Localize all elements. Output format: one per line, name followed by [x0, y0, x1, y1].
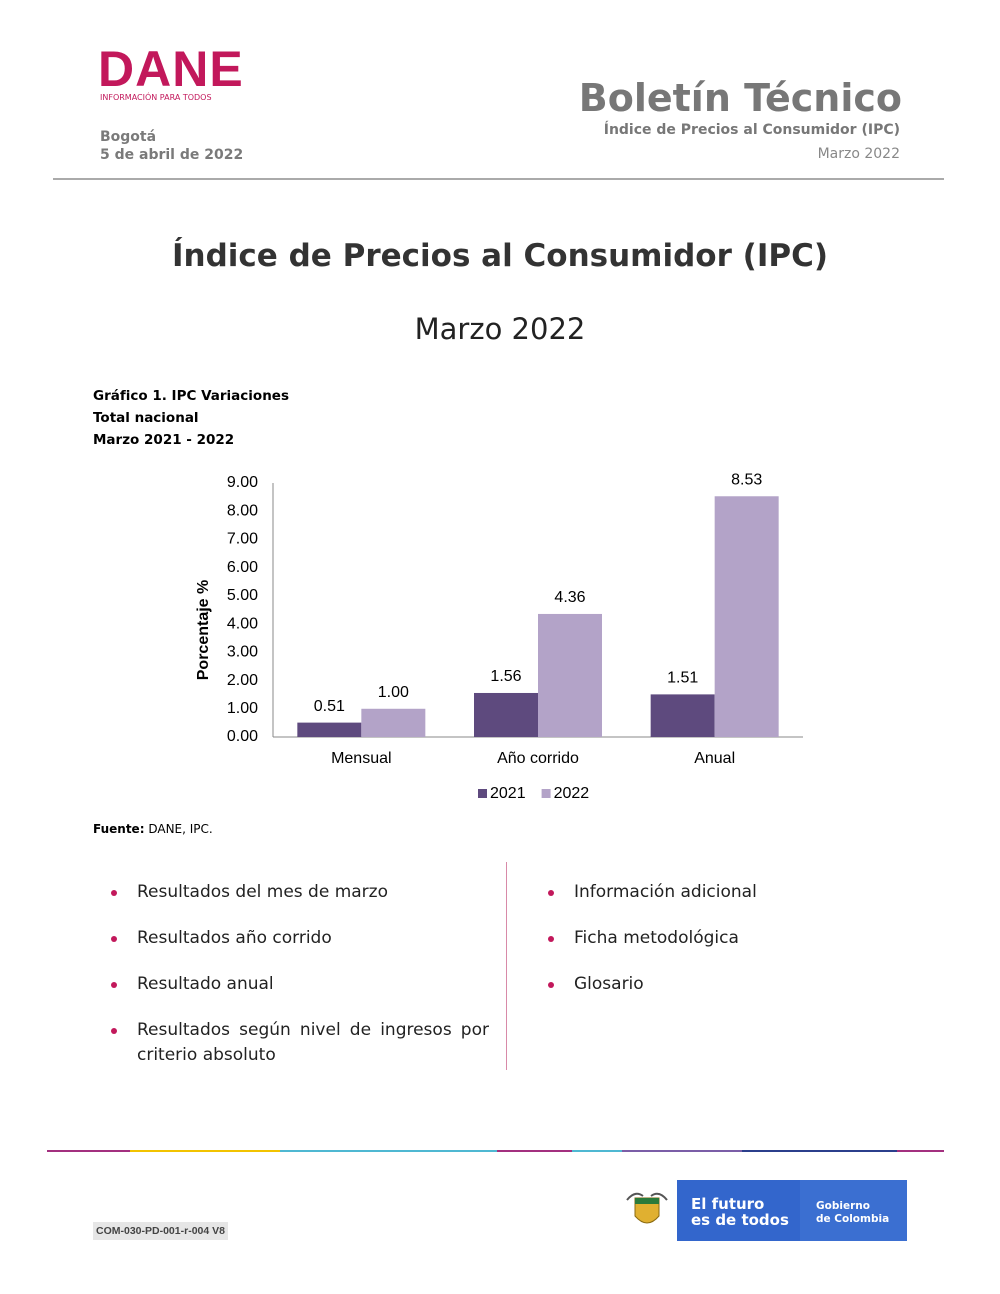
footer-line: [47, 1150, 130, 1152]
source: Fuente: DANE, IPC.: [93, 822, 213, 836]
divider: [506, 862, 507, 1070]
footer-line: [897, 1150, 944, 1152]
bar: [361, 708, 426, 737]
date: 5 de abril de 2022: [100, 147, 244, 163]
document-code: COM-030-PD-001-r-004 V8: [93, 1222, 228, 1240]
y-tick-label: 4.00: [227, 615, 258, 632]
brand-slogan: El futuro es de todos: [677, 1180, 800, 1241]
value-label: 8.53: [731, 471, 762, 488]
bar: [474, 692, 538, 737]
brand-line: El futuro: [691, 1195, 765, 1213]
bar: [650, 694, 715, 737]
y-tick-label: 5.00: [227, 587, 258, 604]
y-tick-label: 0.00: [227, 728, 258, 745]
footer-line: [497, 1150, 572, 1152]
bulletin-period: Marzo 2022: [817, 146, 900, 162]
y-tick-label: 8.00: [227, 502, 258, 519]
legend-swatch: [478, 789, 487, 798]
city-date: Bogotá 5 de abril de 2022: [100, 128, 243, 164]
x-tick-label: Año corrido: [497, 750, 579, 767]
chart-subtitle: Marzo 2021 - 2022: [93, 432, 235, 448]
content-item: Resultados del mes de marzo: [111, 880, 489, 905]
brand-line: es de todos: [691, 1211, 789, 1229]
value-label: 1.00: [378, 684, 409, 701]
value-label: 4.36: [554, 589, 585, 606]
footer-line: [280, 1150, 497, 1152]
x-tick-label: Mensual: [331, 750, 391, 767]
government-brand: El futuro es de todos Gobierno de Colomb…: [617, 1180, 907, 1241]
logo-tagline: INFORMACIÓN PARA TODOS: [100, 93, 212, 102]
header-rule: [53, 178, 944, 180]
contents-left: Resultados del mes de marzo Resultados añ…: [111, 880, 489, 1089]
bar: [538, 613, 602, 737]
content-item: Resultado anual: [111, 972, 489, 997]
source-text: DANE, IPC.: [148, 822, 213, 836]
government: Gobierno de Colombia: [800, 1180, 907, 1241]
legend-swatch: [541, 789, 551, 798]
shield-area: [617, 1180, 677, 1241]
value-label: 1.56: [490, 668, 521, 685]
bulletin-subtitle: Índice de Precios al Consumidor (IPC): [603, 122, 900, 138]
bar: [297, 722, 362, 737]
chart: 0.00 1.00 2.00 3.00 4.00 5.00 6.00 7.00 8.00 9.00…: [195, 471, 803, 802]
bulletin-title: Boletín Técnico: [578, 76, 902, 120]
content-item: Resultados año corrido: [111, 926, 489, 951]
x-tick-label: Anual: [694, 750, 735, 767]
content-item: Información adicional: [548, 880, 904, 905]
chart-title: Gráfico 1. IPC Variaciones: [93, 388, 289, 404]
value-label: 1.51: [667, 670, 698, 687]
bar: [714, 496, 779, 737]
main-title: Índice de Precios al Consumidor (IPC): [171, 238, 828, 274]
y-axis-label: Porcentaje %: [195, 580, 212, 680]
main-subtitle: Marzo 2022: [414, 312, 586, 346]
shield: [626, 1192, 668, 1224]
y-tick-label: 3.00: [227, 644, 258, 661]
y-tick-label: 9.00: [227, 474, 258, 491]
contents-right: Información adicional Ficha metodológica G…: [548, 880, 904, 1018]
city: Bogotá: [100, 129, 157, 145]
content-item: Ficha metodológica: [548, 926, 904, 951]
legend-label: 2021: [490, 785, 526, 802]
y-tick-label: 7.00: [227, 531, 258, 548]
y-tick-label: 1.00: [227, 700, 258, 717]
government-line: Gobierno: [816, 1200, 870, 1212]
footer-line: [572, 1150, 622, 1152]
value-label: 0.51: [314, 698, 345, 715]
y-tick-label: 6.00: [227, 559, 258, 576]
chart-subtitle: Total nacional: [93, 410, 199, 426]
footer-line: [622, 1150, 742, 1152]
y-tick-label: 2.00: [227, 672, 258, 689]
content-item: Resultados según nivel de ingresos por c…: [111, 1018, 489, 1068]
government-line: de Colombia: [816, 1213, 890, 1225]
source-label: Fuente:: [93, 822, 145, 836]
footer-line: [742, 1150, 897, 1152]
footer-line: [130, 1150, 280, 1152]
logo: DANE: [98, 41, 244, 97]
legend-label: 2022: [554, 785, 590, 802]
chart-title-block: Gráfico 1. IPC Variaciones Total naciona…: [93, 385, 289, 451]
content-item: Glosario: [548, 972, 904, 997]
